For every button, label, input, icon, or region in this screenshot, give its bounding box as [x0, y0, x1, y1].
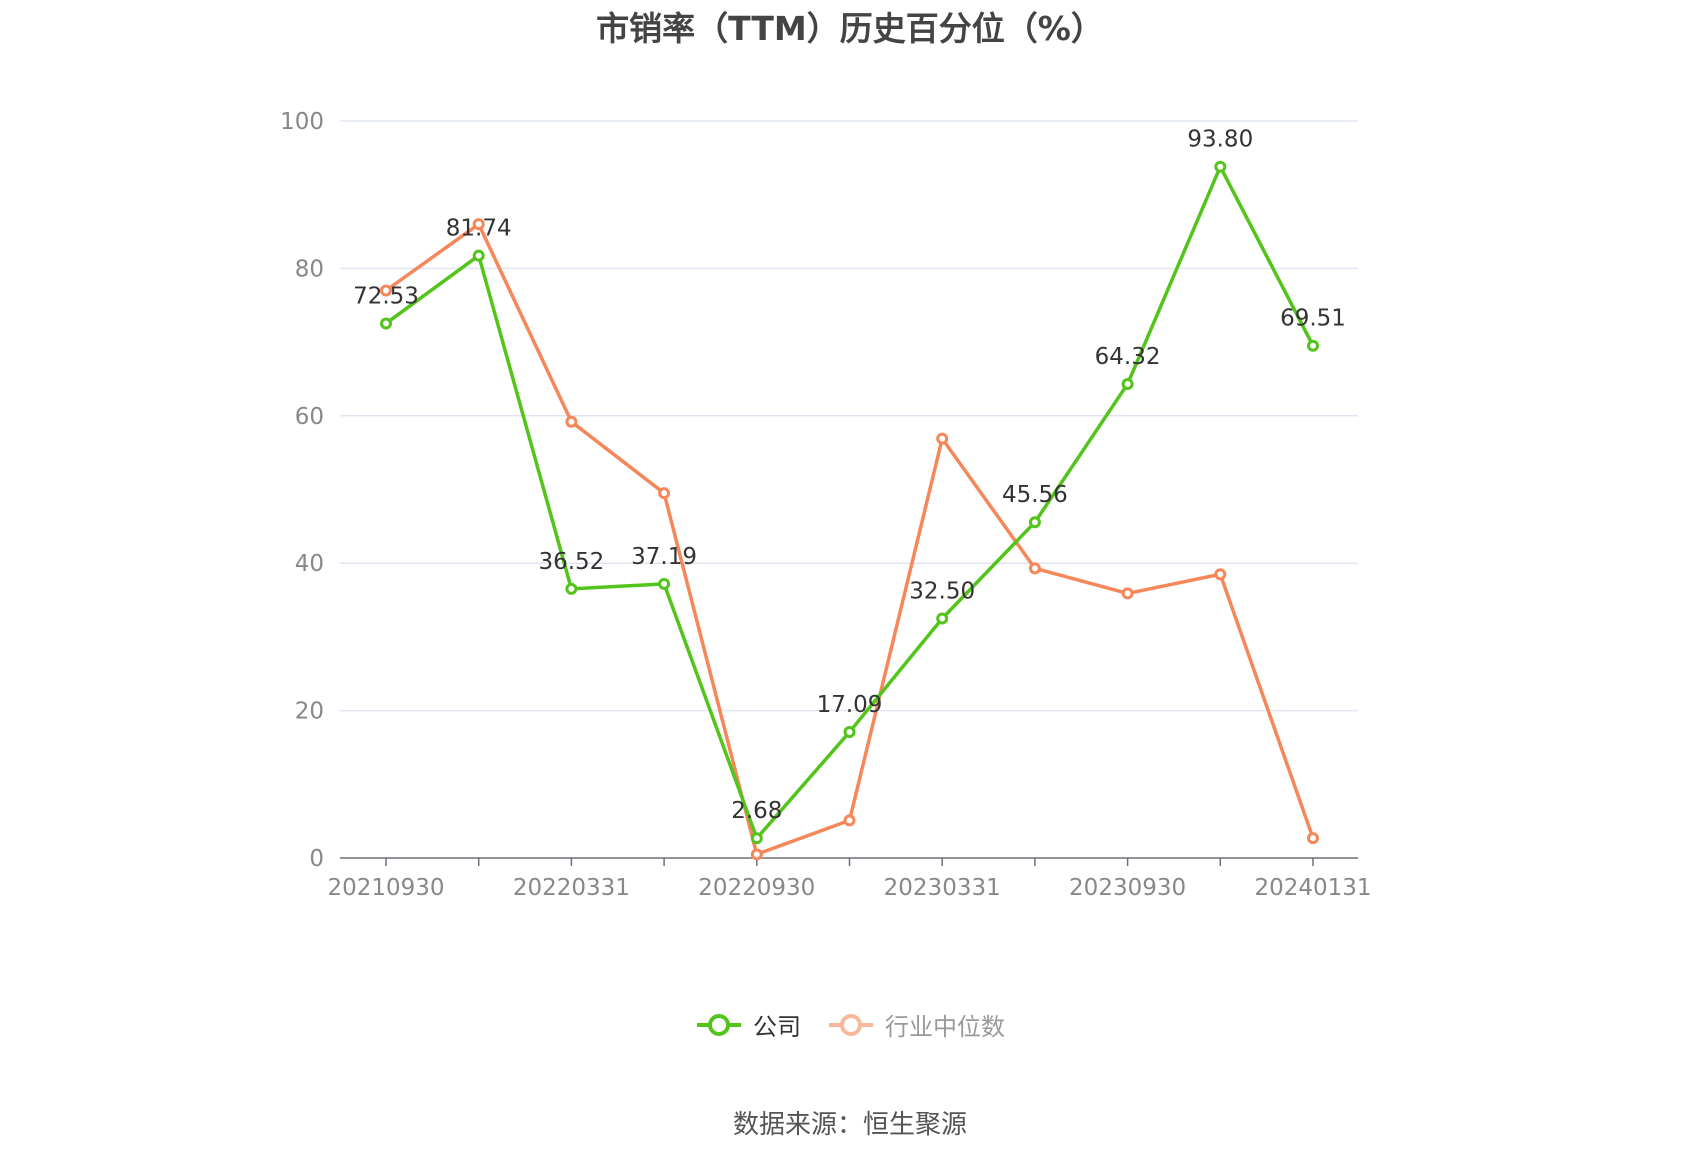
data-point[interactable]: [472, 218, 485, 231]
series-lines: [380, 160, 1319, 861]
data-label: 81.74: [446, 216, 512, 242]
data-point[interactable]: [936, 612, 949, 625]
data-point[interactable]: [1121, 377, 1134, 390]
x-tick-label: 20230331: [884, 875, 1001, 901]
data-point[interactable]: [843, 726, 856, 739]
series-line-1: [384, 222, 1315, 857]
y-tick-label: 100: [280, 109, 324, 135]
data-labels: 72.53 81.74 36.52 37.19 2.68 17.09 32.50 45.56 6…: [353, 127, 1346, 825]
legend-company-marker-icon: [697, 1013, 741, 1036]
data-point[interactable]: [750, 832, 763, 845]
data-point[interactable]: [658, 487, 671, 500]
data-point[interactable]: [1028, 516, 1041, 529]
chart-title: 市销率（TTM）历史百分位（%）: [596, 9, 1104, 48]
legend-item-company[interactable]: 公司: [695, 1007, 801, 1042]
data-point[interactable]: [565, 415, 578, 428]
data-label: 36.52: [538, 549, 604, 575]
data-point[interactable]: [843, 814, 856, 827]
data-point[interactable]: [1214, 160, 1227, 173]
source-note: 数据来源：恒生聚源: [732, 1110, 967, 1140]
data-point[interactable]: [1028, 562, 1041, 575]
data-label: 45.56: [1002, 482, 1068, 508]
legend-item-industry[interactable]: 行业中位数: [827, 1007, 1005, 1042]
data-label: 72.53: [353, 283, 419, 309]
data-point[interactable]: [1121, 587, 1134, 600]
data-label: 93.80: [1187, 127, 1253, 153]
gridlines: [340, 120, 1358, 712]
data-label: 32.50: [909, 578, 975, 604]
data-point[interactable]: [565, 582, 578, 595]
y-tick-label: 40: [295, 551, 324, 577]
x-tick-label: 20220930: [698, 875, 815, 901]
y-tick-label: 20: [295, 699, 324, 725]
x-tick-label: 20210930: [327, 875, 444, 901]
x-tick-label: 20240131: [1254, 875, 1371, 901]
data-point[interactable]: [1307, 339, 1319, 352]
data-label: 64.32: [1095, 344, 1161, 370]
data-label: 17.09: [817, 692, 883, 718]
data-point[interactable]: [750, 848, 763, 861]
axes: 0 20 40 60 80 100 20210930 20220331 20220930 2023…: [280, 109, 1371, 901]
legend-label-company: 公司: [753, 1013, 801, 1041]
legend-industry-marker-icon: [829, 1013, 873, 1036]
data-point[interactable]: [1307, 832, 1319, 845]
data-point[interactable]: [658, 577, 671, 590]
x-tick-label: 20230930: [1069, 875, 1186, 901]
x-tick-label: 20220331: [513, 875, 630, 901]
data-point[interactable]: [1214, 568, 1227, 581]
data-label: 2.68: [731, 798, 782, 824]
data-point[interactable]: [472, 249, 485, 262]
data-label: 37.19: [631, 544, 697, 570]
data-point[interactable]: [936, 432, 949, 445]
data-point[interactable]: [380, 317, 392, 330]
data-label: 69.51: [1280, 306, 1346, 332]
legend: 公司 行业中位数: [0, 1007, 1700, 1042]
y-tick-label: 60: [295, 404, 324, 430]
y-tick-label: 80: [295, 256, 324, 282]
y-tick-label: 0: [309, 846, 324, 872]
data-point[interactable]: [380, 284, 392, 297]
legend-label-industry: 行业中位数: [885, 1013, 1005, 1041]
